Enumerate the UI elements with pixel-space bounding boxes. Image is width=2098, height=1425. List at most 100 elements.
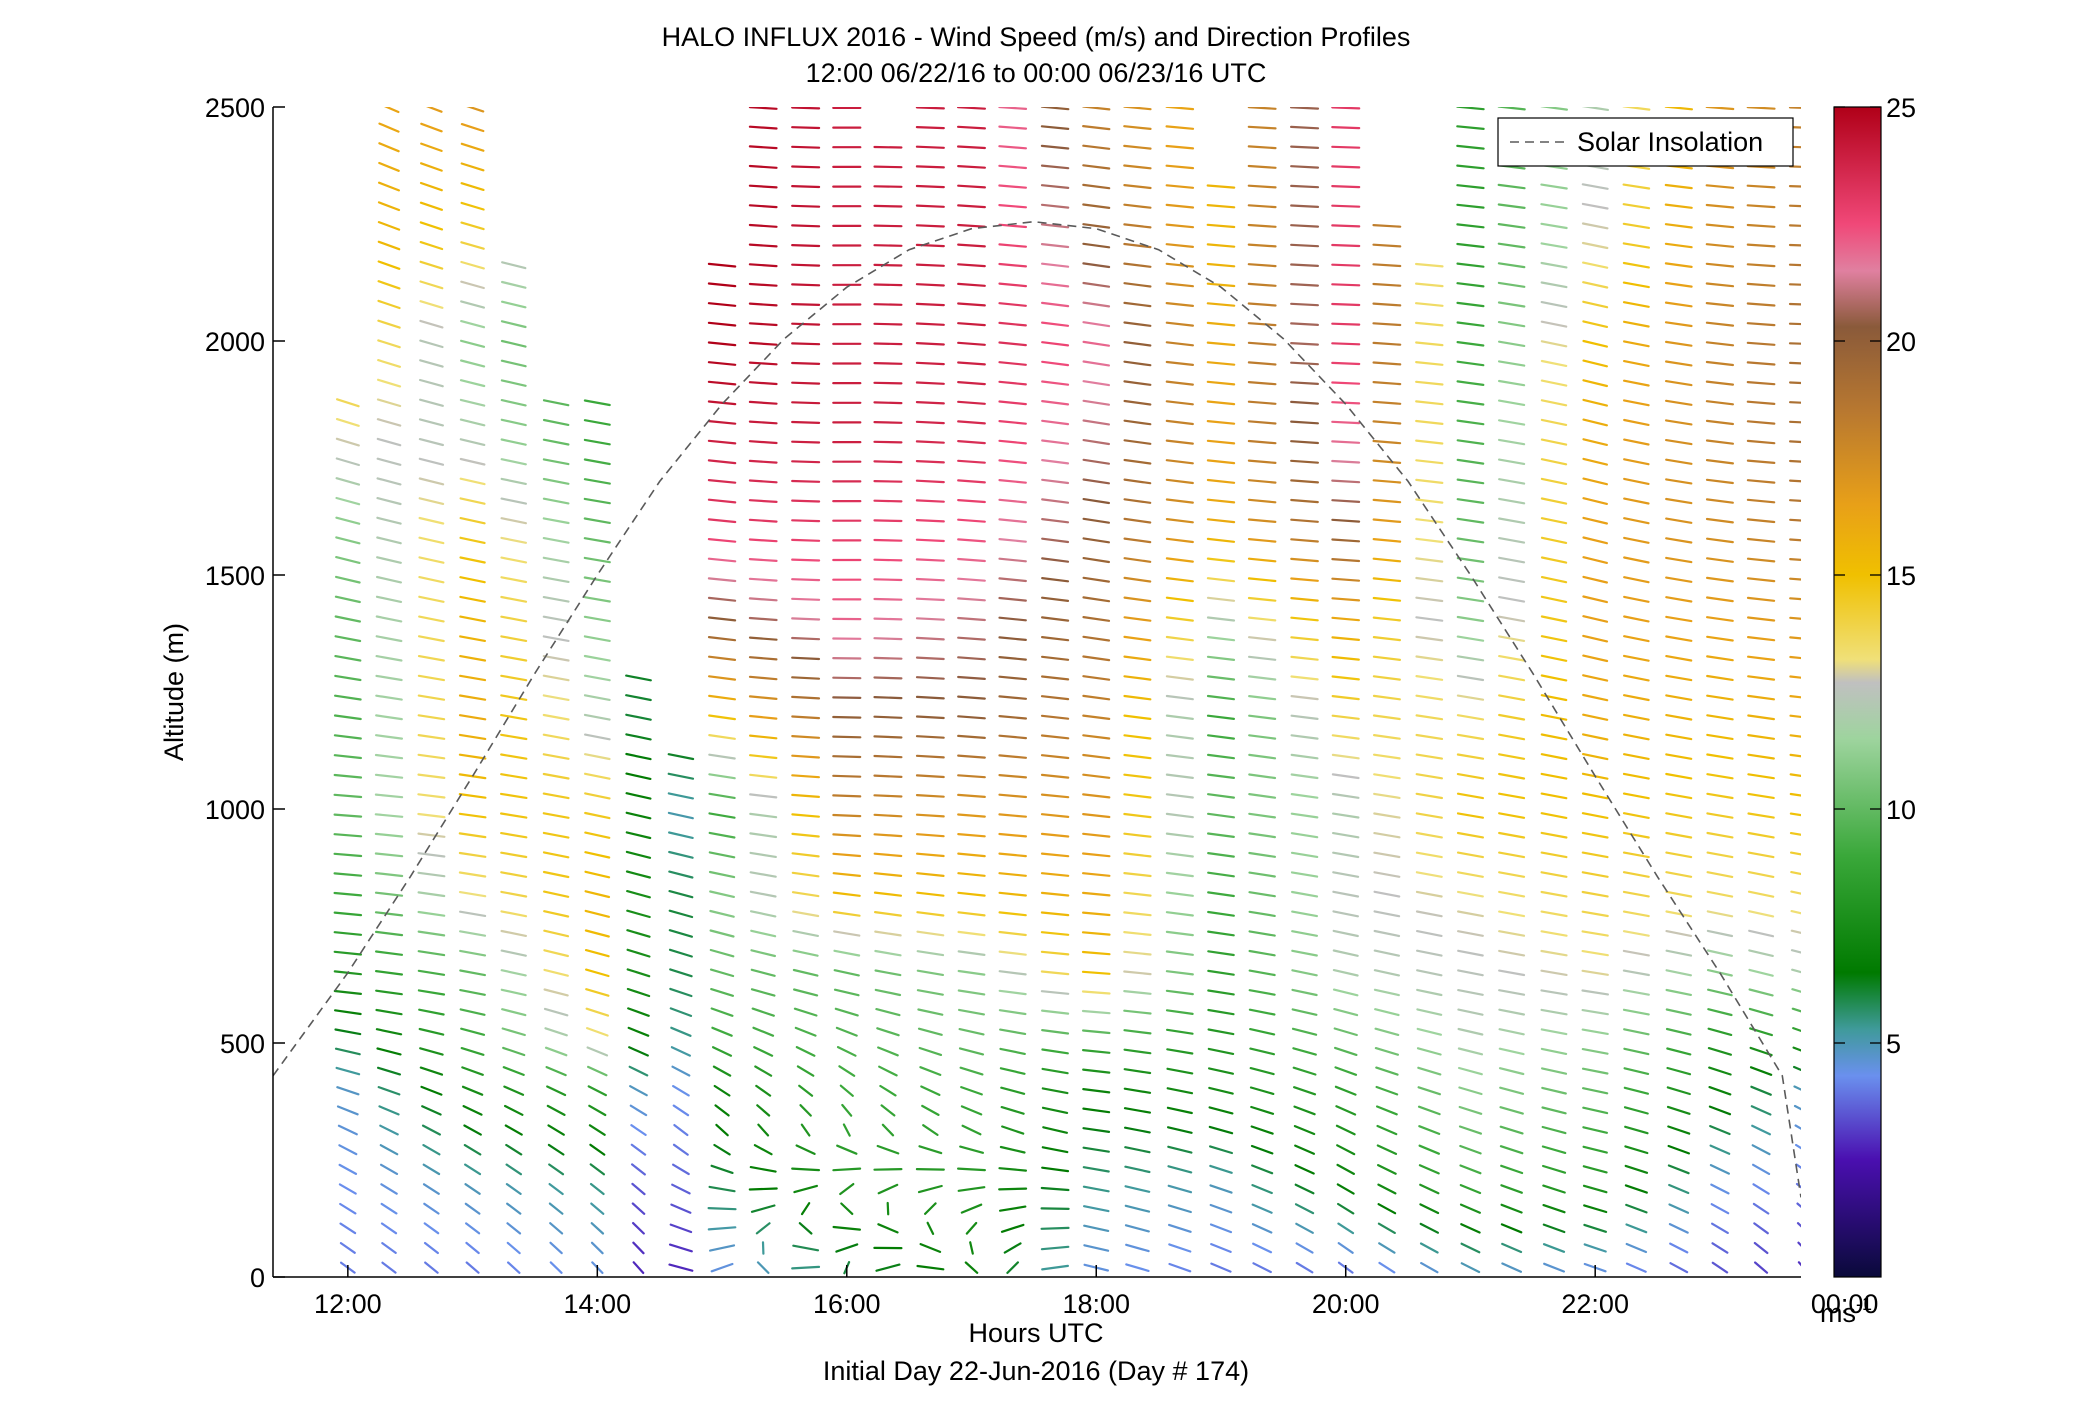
wind-barb (1206, 262, 1236, 268)
wind-barb (998, 950, 1027, 956)
wind-barb (1622, 890, 1650, 898)
wind-barb (999, 1047, 1026, 1056)
wind-barb (1540, 890, 1568, 898)
wind-barb (832, 696, 862, 700)
wind-barb (1666, 1066, 1692, 1076)
wind-barb (1081, 970, 1111, 975)
wind-barb (707, 439, 737, 445)
wind-barb (832, 774, 862, 778)
wind-barb (873, 813, 903, 818)
wind-barb (459, 1008, 486, 1016)
wind-barb (1667, 1125, 1691, 1135)
wind-barb (998, 930, 1027, 937)
wind-barb (1456, 107, 1485, 111)
wind-barb (1123, 1068, 1152, 1075)
wind-barb (1498, 674, 1526, 682)
wind-barb (915, 125, 945, 130)
wind-barb (709, 948, 735, 958)
wind-barb (707, 321, 737, 327)
wind-barb (1707, 1027, 1733, 1037)
wind-barb (792, 949, 819, 957)
wind-barb (1415, 910, 1443, 918)
wind-barb (1790, 870, 1801, 876)
wind-barb (1123, 478, 1152, 485)
wind-barb (842, 1123, 851, 1137)
wind-barb (1082, 380, 1111, 387)
wind-barb (458, 714, 487, 721)
wind-barb (1206, 537, 1236, 543)
wind-barb (957, 754, 986, 759)
wind-barb (500, 812, 528, 819)
wind-barb (1206, 793, 1236, 799)
wind-barb (915, 283, 945, 287)
wind-barb (1123, 773, 1152, 779)
wind-barb (589, 1143, 606, 1156)
wind-barb (748, 597, 778, 602)
wind-barb (1123, 223, 1152, 229)
wind-barb (1456, 851, 1485, 859)
wind-barb (873, 224, 903, 228)
wind-barb (1372, 733, 1401, 740)
wind-barb (375, 595, 403, 604)
wind-barb (1540, 458, 1568, 466)
wind-barb (873, 715, 903, 719)
wind-barb (625, 752, 652, 761)
wind-barb (1456, 380, 1485, 386)
wind-barb (1040, 714, 1070, 720)
wind-barb (957, 165, 987, 169)
wind-barb (1582, 418, 1609, 427)
wind-barb (1788, 224, 1801, 227)
wind-barb (626, 889, 651, 899)
wind-barb (916, 969, 945, 977)
wind-barb (585, 1007, 610, 1017)
wind-barb (1041, 557, 1070, 563)
wind-barb (1497, 340, 1526, 347)
wind-barb (957, 616, 986, 622)
wind-barb (748, 164, 778, 169)
wind-barb (500, 929, 528, 938)
wind-barb (625, 713, 652, 721)
wind-barb (1123, 262, 1152, 268)
wind-barb (1082, 773, 1111, 779)
wind-barb (748, 459, 778, 464)
wind-barb (548, 1202, 564, 1215)
wind-barb (1456, 537, 1485, 544)
wind-barb (998, 1009, 1027, 1016)
wind-barb (1331, 440, 1361, 444)
wind-barb (1165, 635, 1194, 642)
wind-barb (1082, 734, 1111, 740)
chart-title: HALO INFLUX 2016 - Wind Speed (m/s) and … (662, 22, 1411, 52)
wind-barb (417, 891, 446, 898)
wind-barb (1498, 772, 1526, 780)
wind-barb (1583, 1243, 1607, 1253)
wind-barb (1082, 556, 1111, 564)
wind-barb (1582, 438, 1609, 446)
wind-barb (502, 1066, 525, 1077)
wind-barb (1372, 537, 1402, 543)
wind-barb (1247, 223, 1277, 228)
wind-barb (798, 1084, 814, 1097)
wind-barb (1623, 1106, 1649, 1115)
wind-barb (1789, 655, 1801, 660)
wind-barb (590, 1202, 605, 1215)
wind-barb (707, 459, 737, 465)
wind-barb (335, 477, 361, 486)
wind-barb (1123, 891, 1152, 897)
wind-barb (500, 792, 528, 800)
wind-barb (1377, 1203, 1397, 1215)
wind-barb (631, 1182, 646, 1196)
wind-barb (1082, 242, 1111, 249)
wind-barb (459, 438, 486, 446)
wind-barb (1040, 1226, 1070, 1230)
wind-barb (1123, 144, 1152, 150)
wind-barb (1334, 1085, 1357, 1096)
wind-barb (1165, 557, 1194, 563)
wind-barb (957, 950, 986, 957)
wind-barb (500, 477, 527, 485)
wind-barb (1082, 144, 1111, 150)
wind-barb (464, 1202, 481, 1215)
wind-barb (459, 379, 486, 388)
wind-barb (791, 165, 821, 169)
wind-barb (1041, 517, 1070, 524)
wind-barb (836, 1144, 858, 1155)
